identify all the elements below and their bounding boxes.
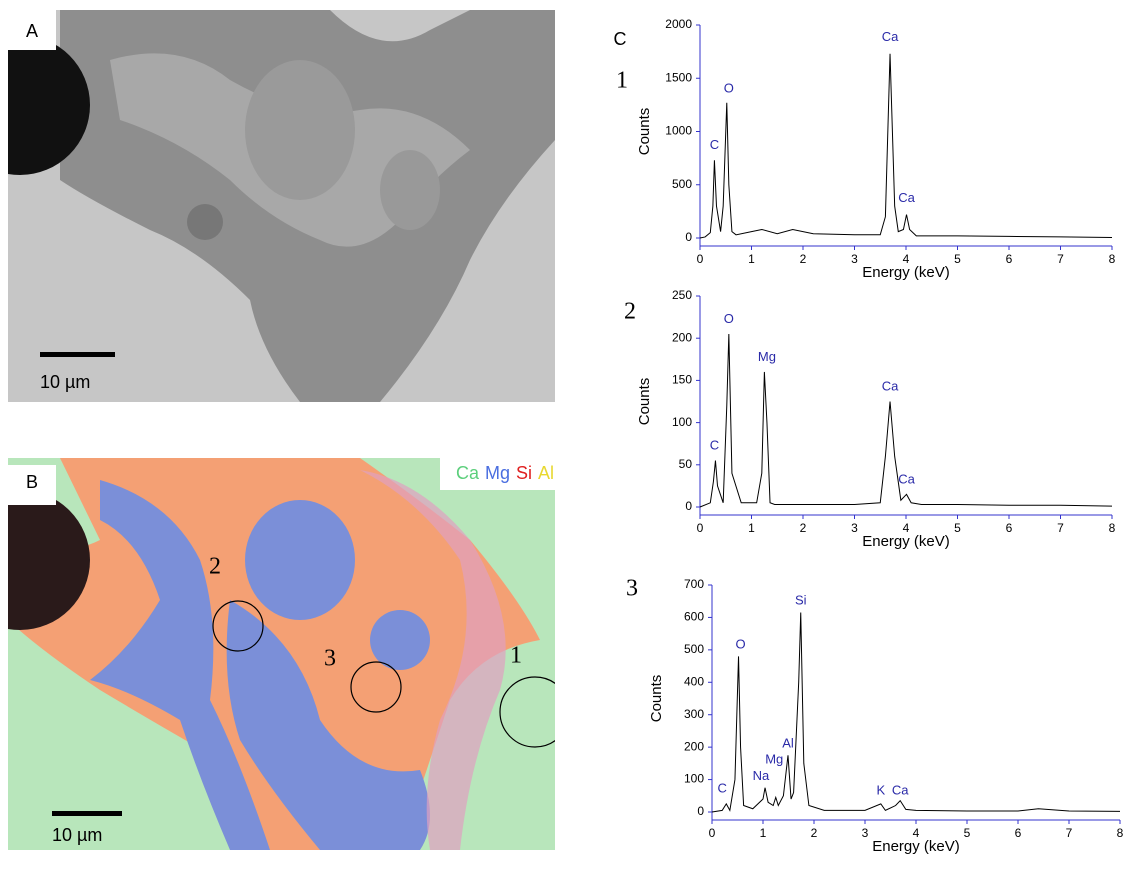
chart-number: 3 <box>626 576 638 602</box>
scale-bar-label: 10 µm <box>40 372 90 392</box>
y-axis-label: Counts <box>636 378 653 426</box>
peak-label: K <box>876 782 885 797</box>
peak-label: Mg <box>765 752 783 767</box>
legend-entry: Al <box>538 463 554 483</box>
y-tick-label: 0 <box>697 804 704 818</box>
region-label: 1 <box>510 643 522 669</box>
y-tick-label: 100 <box>672 415 692 429</box>
x-tick-label: 4 <box>913 826 920 840</box>
y-tick-label: 300 <box>684 707 704 721</box>
spectrum-line <box>699 53 1113 239</box>
y-tick-label: 400 <box>684 674 704 688</box>
region-label: 3 <box>324 646 336 672</box>
legend-entry: Mg <box>485 463 510 483</box>
y-tick-label: 500 <box>684 642 704 656</box>
legend-entry: Ca <box>456 463 480 483</box>
y-tick-label: 200 <box>684 739 704 753</box>
x-tick-label: 4 <box>903 252 910 266</box>
x-tick-label: 8 <box>1109 252 1116 266</box>
y-tick-label: 1000 <box>665 124 692 138</box>
y-tick-label: 500 <box>672 177 692 191</box>
x-tick-label: 5 <box>954 521 961 535</box>
spectrum-line <box>699 333 1113 508</box>
x-tick-label: 1 <box>748 252 755 266</box>
y-axis-label: Counts <box>648 675 665 723</box>
panel-label: B <box>26 472 38 492</box>
y-tick-label: 2000 <box>665 17 692 31</box>
chart-number: 1 <box>616 68 628 94</box>
x-tick-label: 6 <box>1015 826 1022 840</box>
x-tick-label: 1 <box>748 521 755 535</box>
y-tick-label: 700 <box>684 577 704 591</box>
y-tick-label: 0 <box>685 499 692 513</box>
peak-label: Ca <box>882 29 899 44</box>
region-label: 2 <box>209 554 221 580</box>
peak-label: O <box>724 80 734 95</box>
y-tick-label: 200 <box>672 330 692 344</box>
peak-label: Ca <box>898 190 915 205</box>
peak-label: O <box>735 636 745 651</box>
map-b: 2 3 1 10 µm B Ca Mg Si Al <box>8 458 555 850</box>
x-tick-label: 0 <box>697 252 704 266</box>
x-tick-label: 3 <box>851 252 858 266</box>
peak-label: Ca <box>898 471 915 486</box>
x-tick-label: 3 <box>851 521 858 535</box>
x-tick-label: 5 <box>954 252 961 266</box>
x-tick-label: 7 <box>1057 252 1064 266</box>
y-axis-label: Counts <box>636 108 653 156</box>
peak-label: Mg <box>758 349 776 364</box>
x-tick-label: 6 <box>1006 252 1013 266</box>
y-tick-label: 600 <box>684 610 704 624</box>
x-tick-label: 8 <box>1109 521 1116 535</box>
x-tick-label: 0 <box>697 521 704 535</box>
x-tick-label: 2 <box>800 252 807 266</box>
panel-label: A <box>26 21 38 41</box>
peak-label: O <box>724 311 734 326</box>
micrograph-a: 10 µm A <box>8 10 555 402</box>
x-tick-label: 5 <box>964 826 971 840</box>
x-tick-label: 4 <box>903 521 910 535</box>
scale-bar-label: 10 µm <box>52 825 102 845</box>
x-tick-label: 0 <box>709 826 716 840</box>
y-tick-label: 100 <box>684 772 704 786</box>
peak-label: Ca <box>892 782 909 797</box>
x-axis-label: Energy (keV) <box>862 533 950 550</box>
y-tick-label: 50 <box>679 457 693 471</box>
x-tick-label: 8 <box>1117 826 1123 840</box>
x-tick-label: 6 <box>1006 521 1013 535</box>
y-tick-label: 1500 <box>665 70 692 84</box>
x-tick-label: 3 <box>862 826 869 840</box>
y-tick-label: 0 <box>685 230 692 244</box>
x-tick-label: 7 <box>1057 521 1064 535</box>
peak-label: C <box>710 137 719 152</box>
peak-label: Al <box>782 735 794 750</box>
x-tick-label: 2 <box>800 521 807 535</box>
x-axis-label: Energy (keV) <box>872 838 960 855</box>
x-axis-label: Energy (keV) <box>862 264 950 281</box>
peak-label: C <box>718 781 727 796</box>
x-tick-label: 2 <box>811 826 818 840</box>
y-tick-label: 150 <box>672 373 692 387</box>
legend-entry: Si <box>516 463 532 483</box>
peak-label: Si <box>795 593 807 608</box>
peak-label: Ca <box>882 379 899 394</box>
panel-label: C <box>614 29 627 49</box>
x-tick-label: 7 <box>1066 826 1073 840</box>
spectrum-line <box>711 612 1121 813</box>
chart-number: 2 <box>624 299 636 325</box>
peak-label: C <box>710 438 719 453</box>
y-tick-label: 250 <box>672 288 692 302</box>
peak-label: Na <box>753 768 770 783</box>
x-tick-label: 1 <box>760 826 767 840</box>
